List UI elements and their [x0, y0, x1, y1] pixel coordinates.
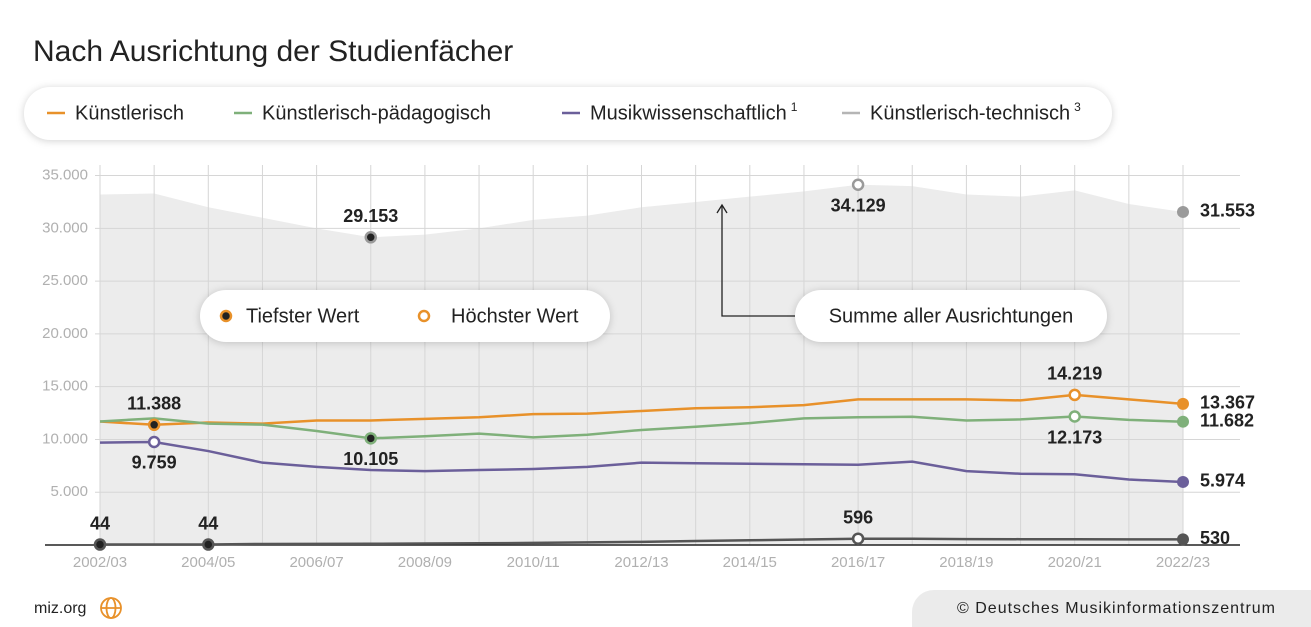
total-annotation-box: [795, 290, 1107, 342]
copyright: © Deutsches Musikinformationszentrum: [957, 600, 1276, 617]
x-tick-label: 2020/21: [1048, 554, 1102, 571]
x-tick-label: 2010/11: [507, 554, 560, 571]
y-tick-label: 20.000: [42, 325, 88, 342]
series-line: [99, 415, 1184, 440]
point-marker: [1177, 533, 1189, 546]
legend-footnote: 3: [1074, 100, 1081, 114]
point-marker: [202, 538, 215, 551]
legend-label: Künstlerisch: [75, 102, 184, 124]
value-label: 5.974: [1200, 471, 1245, 491]
value-label: 44: [198, 513, 218, 533]
x-tick-label: 2004/05: [181, 554, 235, 571]
marker-legend-box: [200, 290, 610, 342]
y-tick-label: 25.000: [42, 272, 88, 289]
x-tick-label: 2014/15: [723, 554, 777, 571]
series-line: [99, 440, 1184, 484]
y-tick-label: 35.000: [42, 167, 88, 184]
value-label: 11.388: [127, 394, 181, 414]
point-marker: [1177, 397, 1189, 410]
legend-label: Künstlerisch-pädagogisch: [262, 102, 491, 124]
annotation-arrow: [721, 206, 795, 317]
series-line: [99, 393, 1184, 427]
x-tick-label: 2018/19: [939, 554, 993, 571]
x-tick-label: 2022/23: [1156, 554, 1210, 571]
series-line: [99, 537, 1184, 546]
total-annotation: Summe aller Ausrichtungen: [829, 305, 1074, 327]
point-marker: [851, 532, 865, 545]
y-tick-label: 10.000: [42, 430, 88, 447]
lowest-marker-icon: [219, 309, 233, 323]
value-label: 9.759: [132, 453, 177, 473]
y-tick-label: 15.000: [42, 378, 88, 395]
chart-title: Nach Ausrichtung der Studienfächer: [33, 35, 513, 68]
value-label: 34.129: [831, 195, 886, 215]
marker-legend-highest: Höchster Wert: [451, 305, 579, 327]
x-tick-label: 2008/09: [398, 554, 452, 571]
highest-marker-icon: [417, 309, 431, 323]
globe-icon: [100, 597, 122, 619]
legend-label: Musikwissenschaftlich: [590, 102, 787, 124]
value-label: 13.367: [1200, 393, 1255, 413]
point-marker: [93, 538, 107, 551]
marker-legend-lowest: Tiefster Wert: [246, 305, 360, 327]
point-marker: [1068, 388, 1081, 402]
point-marker: [851, 178, 865, 191]
x-tick-label: 2012/13: [614, 554, 668, 571]
point-marker: [364, 432, 377, 445]
x-tick-label: 2016/17: [831, 554, 885, 571]
y-tick-label: 5.000: [50, 483, 88, 500]
footer-band: [912, 590, 1311, 627]
value-label: 10.105: [343, 449, 398, 469]
source: miz.org: [34, 600, 86, 617]
value-label: 14.219: [1047, 364, 1102, 384]
value-label: 31.553: [1200, 201, 1255, 221]
point-marker: [1177, 205, 1189, 218]
legend-label: Künstlerisch-technisch: [870, 102, 1070, 124]
point-marker: [147, 435, 161, 449]
point-marker: [364, 231, 377, 244]
x-tick-label: 2006/07: [289, 554, 343, 571]
value-label: 11.682: [1200, 410, 1254, 430]
point-marker: [1177, 475, 1189, 488]
value-label: 530: [1200, 528, 1230, 548]
point-marker: [147, 418, 161, 432]
value-label: 596: [843, 507, 873, 527]
point-marker: [1177, 415, 1189, 428]
legend-footnote: 1: [791, 100, 798, 114]
value-label: 12.173: [1047, 427, 1102, 447]
point-marker: [1068, 410, 1081, 423]
y-tick-label: 30.000: [42, 219, 88, 236]
value-label: 29.153: [343, 206, 398, 226]
annotation-arrowhead: [716, 203, 728, 214]
value-label: 44: [90, 513, 110, 533]
x-tick-label: 2002/03: [73, 554, 127, 571]
